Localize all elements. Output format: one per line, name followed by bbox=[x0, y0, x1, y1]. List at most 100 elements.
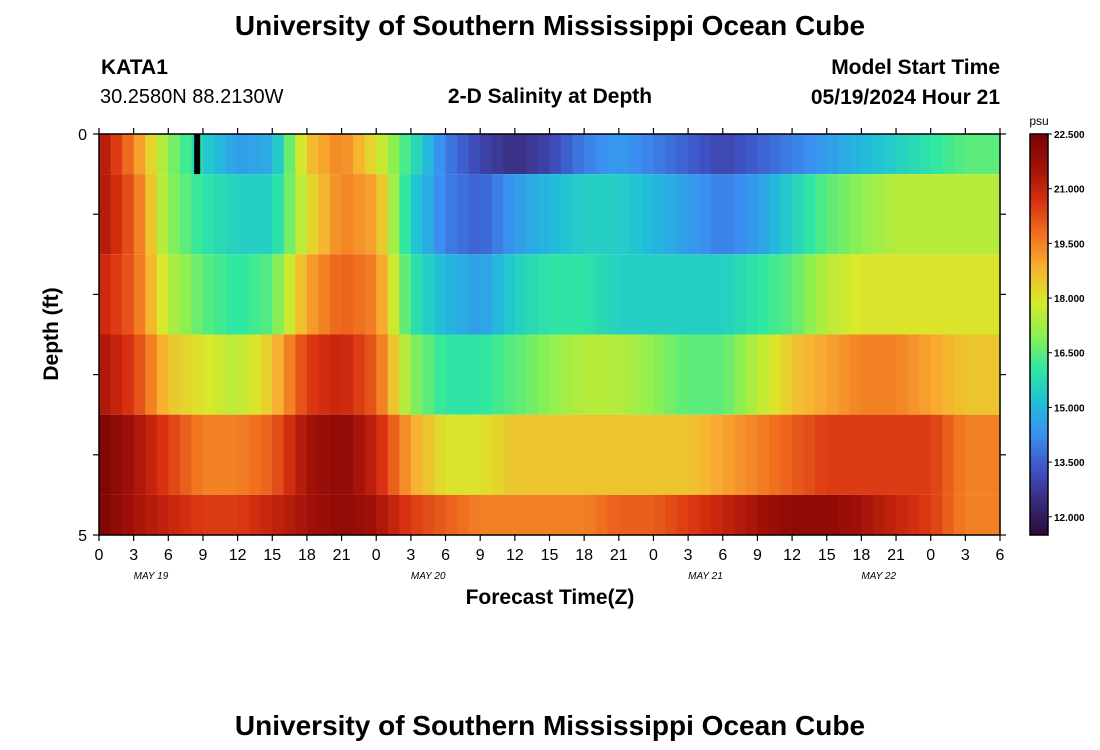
heatmap-cell bbox=[330, 254, 343, 335]
heatmap-cell bbox=[283, 174, 296, 255]
heatmap-cell bbox=[226, 334, 239, 415]
x-tick-label: 18 bbox=[852, 547, 870, 564]
heatmap-cell bbox=[110, 254, 123, 335]
heatmap-cell bbox=[480, 334, 493, 415]
heatmap-cell bbox=[618, 334, 631, 415]
heatmap-cell bbox=[676, 254, 689, 335]
heatmap-cell bbox=[503, 174, 516, 255]
heatmap-cell bbox=[826, 334, 839, 415]
heatmap-cell bbox=[618, 254, 631, 335]
heatmap-cell bbox=[99, 174, 112, 255]
heatmap-cell bbox=[353, 414, 366, 495]
heatmap-row bbox=[99, 494, 1001, 535]
heatmap-cells bbox=[99, 134, 1001, 535]
heatmap-cell bbox=[722, 494, 735, 535]
heatmap-cell bbox=[376, 134, 389, 175]
heatmap-cell bbox=[306, 334, 320, 415]
heatmap-cell bbox=[942, 494, 955, 535]
heatmap-cell bbox=[399, 414, 412, 495]
heatmap-cell bbox=[896, 334, 909, 415]
heatmap-cell bbox=[179, 414, 193, 495]
heatmap-row bbox=[99, 174, 1001, 255]
heatmap-cell bbox=[641, 494, 655, 535]
colorbar-tick-label: 13.500 bbox=[1054, 458, 1085, 469]
heatmap-cell bbox=[584, 174, 597, 255]
heatmap-cell bbox=[884, 254, 897, 335]
heatmap-cell bbox=[641, 134, 655, 175]
heatmap-cell bbox=[965, 134, 978, 175]
heatmap-cell bbox=[942, 414, 955, 495]
heatmap-cell bbox=[711, 254, 724, 335]
heatmap-cell bbox=[272, 414, 285, 495]
heatmap-cell bbox=[838, 254, 851, 335]
heatmap-cell bbox=[491, 134, 504, 175]
heatmap-cell bbox=[988, 494, 1001, 535]
heatmap-cell bbox=[699, 174, 712, 255]
salinity-heatmap-chart: 0 3 6 9 12 15 18 21 0 3 6 9 12 15 18 21 0 3 6 9 12 15 18 21 0 3 6 M… bbox=[40, 114, 1085, 609]
date-label: MAY 21 bbox=[688, 571, 723, 582]
heatmap-cell bbox=[665, 174, 678, 255]
heatmap-cell bbox=[341, 174, 354, 255]
heatmap-cell bbox=[122, 174, 135, 255]
heatmap-cell bbox=[849, 134, 862, 175]
heatmap-cell bbox=[145, 254, 158, 335]
heatmap-cell bbox=[595, 254, 608, 335]
heatmap-cell bbox=[457, 334, 470, 415]
heatmap-cell bbox=[745, 254, 759, 335]
heatmap-cell bbox=[561, 174, 574, 255]
heatmap-cell bbox=[572, 334, 585, 415]
heatmap-cell bbox=[872, 254, 886, 335]
heatmap-cell bbox=[341, 334, 354, 415]
heatmap-cell bbox=[249, 334, 262, 415]
heatmap-cell bbox=[156, 134, 169, 175]
heatmap-cell bbox=[768, 494, 782, 535]
heatmap-cell bbox=[711, 174, 724, 255]
heatmap-cell bbox=[318, 134, 331, 175]
heatmap-cell bbox=[734, 174, 747, 255]
heatmap-cell bbox=[410, 134, 424, 175]
heatmap-cell bbox=[803, 494, 816, 535]
heatmap-cell bbox=[526, 174, 539, 255]
heatmap-cell bbox=[607, 254, 620, 335]
heatmap-cell bbox=[110, 414, 123, 495]
heatmap-cell bbox=[353, 254, 366, 335]
heatmap-cell bbox=[537, 134, 551, 175]
heatmap-cell bbox=[942, 174, 955, 255]
heatmap-row bbox=[99, 254, 1001, 335]
heatmap-cell bbox=[156, 334, 169, 415]
heatmap-cell bbox=[376, 414, 389, 495]
heatmap-cell bbox=[295, 254, 308, 335]
heatmap-cell bbox=[191, 334, 204, 415]
heatmap-cell bbox=[965, 174, 978, 255]
heatmap-cell bbox=[768, 334, 782, 415]
heatmap-cell bbox=[699, 254, 712, 335]
heatmap-cell bbox=[226, 134, 239, 175]
heatmap-cell bbox=[953, 334, 966, 415]
heatmap-cell bbox=[884, 334, 897, 415]
heatmap-cell bbox=[953, 414, 966, 495]
heatmap-cell bbox=[930, 134, 943, 175]
heatmap-cell bbox=[919, 254, 932, 335]
heatmap-cell bbox=[306, 174, 320, 255]
heatmap-cell bbox=[711, 134, 724, 175]
heatmap-cell bbox=[849, 494, 862, 535]
heatmap-cell bbox=[376, 254, 389, 335]
colorbar-tick-label: 15.000 bbox=[1054, 403, 1085, 414]
heatmap-cell bbox=[780, 174, 793, 255]
heatmap-cell bbox=[122, 494, 135, 535]
heatmap-cell bbox=[433, 334, 447, 415]
x-tick-label: 9 bbox=[199, 547, 208, 564]
heatmap-cell bbox=[734, 414, 747, 495]
heatmap-cell bbox=[410, 334, 424, 415]
heatmap-cell bbox=[896, 254, 909, 335]
heatmap-cell bbox=[607, 494, 620, 535]
heatmap-cell bbox=[745, 494, 759, 535]
heatmap-cell bbox=[237, 494, 250, 535]
heatmap-cell bbox=[953, 494, 966, 535]
heatmap-cell bbox=[849, 334, 862, 415]
heatmap-cell bbox=[561, 334, 574, 415]
heatmap-cell bbox=[572, 174, 585, 255]
heatmap-cell bbox=[711, 414, 724, 495]
heatmap-cell bbox=[318, 334, 331, 415]
heatmap-cell bbox=[133, 134, 146, 175]
